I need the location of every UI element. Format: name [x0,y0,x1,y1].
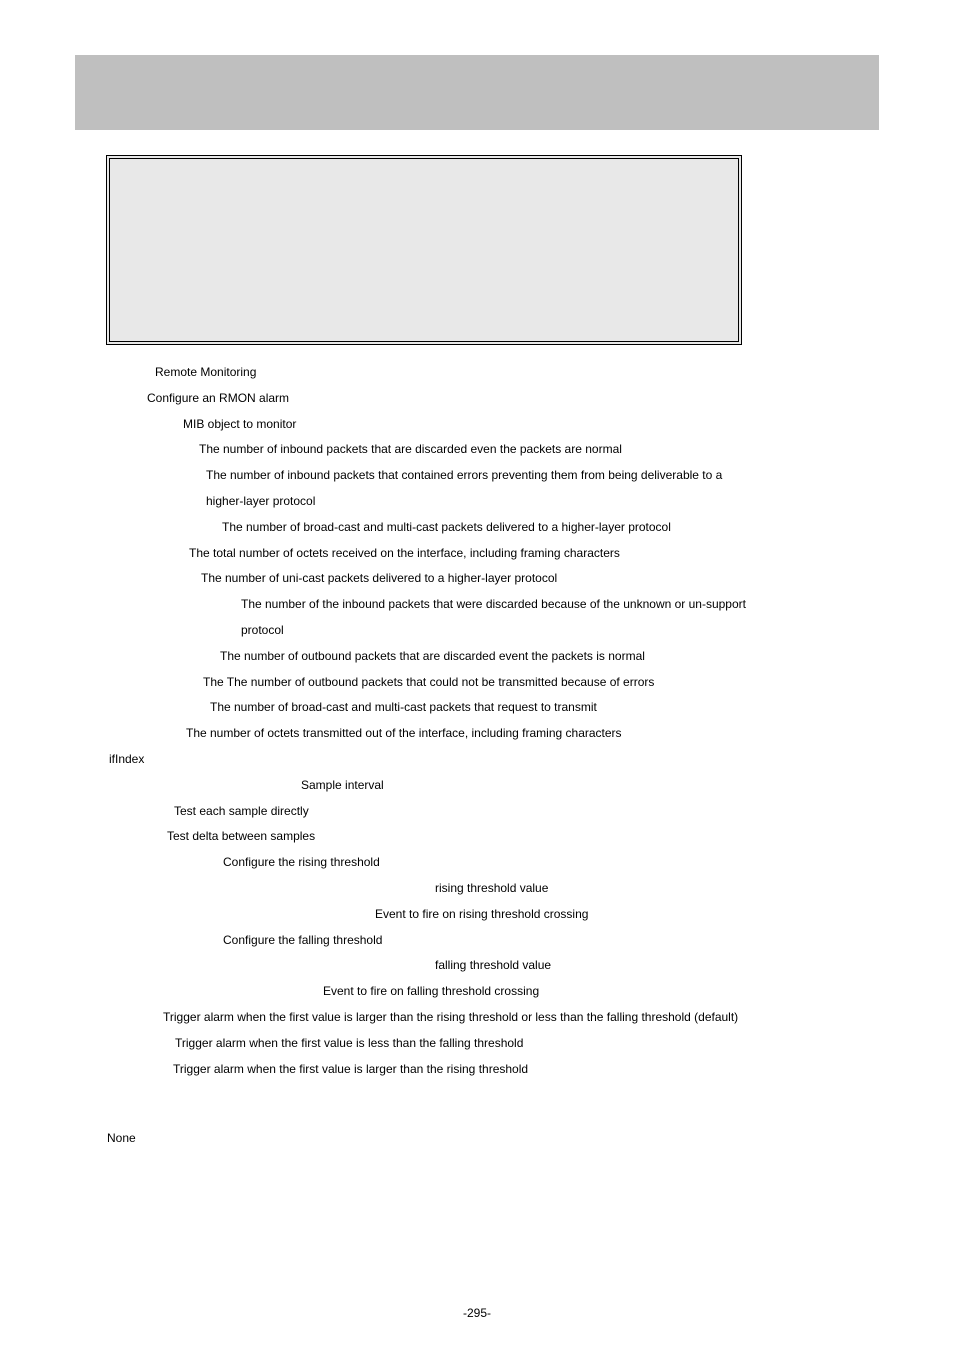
code-box-inner [109,158,739,342]
text-line: Test delta between samples [75,824,914,850]
text-line: None [75,1126,914,1152]
body-content: Remote Monitoring Configure an RMON alar… [75,360,914,1152]
page-number: -295- [0,1306,954,1320]
text-line: Event to fire on falling threshold cross… [75,979,914,1005]
text-line: Configure an RMON alarm [75,386,914,412]
header-band [75,55,879,130]
text-line: Remote Monitoring [75,360,914,386]
text-line: Trigger alarm when the first value is la… [75,1005,914,1031]
text-line: Trigger alarm when the first value is la… [75,1057,914,1083]
text-line: The number of the inbound packets that w… [75,592,914,618]
text-line: rising threshold value [75,876,914,902]
text-line: The total number of octets received on t… [75,541,914,567]
code-box [106,155,742,345]
text-line: The number of uni-cast packets delivered… [75,566,914,592]
text-line: Sample interval [75,773,914,799]
text-line: Trigger alarm when the first value is le… [75,1031,914,1057]
text-line: Configure the rising threshold [75,850,914,876]
text-line: The The number of outbound packets that … [75,670,914,696]
text-line: The number of outbound packets that are … [75,644,914,670]
text-line: Test each sample directly [75,799,914,825]
text-line: Event to fire on rising threshold crossi… [75,902,914,928]
text-line: higher-layer protocol [75,489,914,515]
text-line: ifIndex [75,747,914,773]
text-line: The number of octets transmitted out of … [75,721,914,747]
text-line: Configure the falling threshold [75,928,914,954]
text-line: falling threshold value [75,953,914,979]
text-line: The number of broad-cast and multi-cast … [75,515,914,541]
text-line: The number of inbound packets that conta… [75,463,914,489]
text-line: MIB object to monitor [75,412,914,438]
blank-gap [75,1082,914,1126]
text-line: The number of broad-cast and multi-cast … [75,695,914,721]
text-line: The number of inbound packets that are d… [75,437,914,463]
text-line: protocol [75,618,914,644]
